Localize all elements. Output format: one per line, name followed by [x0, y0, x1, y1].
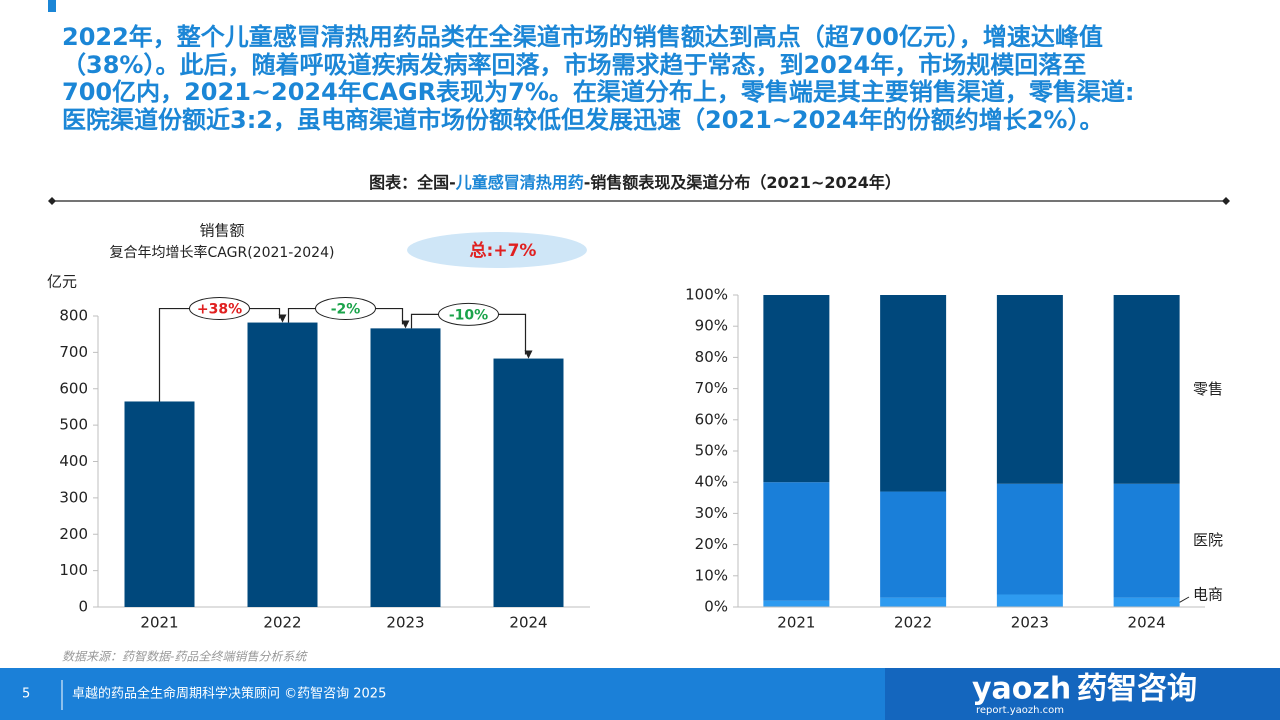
y-tick-label: 800	[59, 307, 88, 325]
x-tick-label: 2022	[894, 614, 932, 632]
bar-segment	[763, 600, 830, 607]
header-line: （38%）。此后，随着呼吸道疾病发病率回落，市场需求趋于常态，到2024年，市场…	[62, 51, 1086, 79]
x-tick-label: 2024	[1128, 614, 1166, 632]
bar-segment	[996, 594, 1063, 607]
y-tick-label: 60%	[695, 410, 728, 428]
footer-logo-bg	[885, 668, 1280, 720]
x-tick-label: 2024	[509, 614, 547, 632]
annotation: 销售额	[199, 222, 244, 240]
y-tick-label: 100	[59, 561, 88, 579]
y-tick-label: 40%	[695, 473, 728, 491]
y-tick-label: 0	[78, 598, 88, 616]
bar-segment	[763, 482, 830, 601]
y-tick-label: 10%	[695, 566, 728, 584]
x-tick-label: 2023	[1011, 614, 1049, 632]
growth-label: -10%	[449, 307, 488, 323]
growth-badge	[189, 297, 250, 321]
bar	[247, 322, 318, 607]
brand-url: report.yaozh.com	[976, 705, 1064, 716]
bar	[493, 358, 564, 607]
growth-badge	[315, 297, 376, 321]
growth-badge	[438, 302, 499, 326]
annotation: 复合年均增长率CAGR(2021-2024)	[110, 244, 335, 261]
bar-segment	[763, 295, 830, 483]
y-tick-label: 600	[59, 379, 88, 397]
y-tick-label: 50%	[695, 442, 728, 460]
heading-part: -销售额表现及渠道分布（2021~2024年）	[584, 173, 901, 192]
growth-label: -2%	[331, 302, 361, 318]
y-tick-label: 700	[59, 343, 88, 361]
bar-segment	[880, 597, 947, 607]
legend-label: 电商	[1193, 586, 1223, 604]
y-tick-label: 20%	[695, 535, 728, 553]
y-tick-label: 30%	[695, 504, 728, 522]
heading-part: 图表：全国-	[369, 173, 456, 192]
page-number: 5	[22, 687, 30, 702]
bar-segment	[996, 295, 1063, 484]
x-tick-label: 2023	[386, 614, 424, 632]
bar-segment	[880, 295, 947, 492]
growth-label: +38%	[197, 302, 242, 318]
header-line: 700亿内，2021~2024年CAGR表现为7%。在渠道分布上，零售端是其主要…	[62, 78, 1135, 106]
source: 数据来源：药智数据-药品全终端销售分析系统	[62, 650, 308, 664]
bar-segment	[1113, 597, 1180, 607]
legend-label: 医院	[1193, 531, 1223, 549]
bar-segment	[1113, 295, 1180, 484]
corner-mark	[48, 0, 56, 12]
y-tick-label: 70%	[695, 379, 728, 397]
footer-text: 卓越的药品全生命周期科学决策顾问 ©药智咨询 2025	[72, 686, 386, 702]
cagr-badge	[407, 232, 587, 268]
y-tick-label: 300	[59, 488, 88, 506]
y-tick-label: 90%	[695, 317, 728, 335]
x-tick-label: 2021	[777, 614, 815, 632]
legend-label: 零售	[1193, 380, 1223, 398]
y-tick-label: 80%	[695, 348, 728, 366]
y-tick-label: 500	[59, 416, 88, 434]
brand: yaozh	[972, 672, 1071, 707]
bar-segment	[996, 483, 1063, 595]
brand-cn: 药智咨询	[1077, 672, 1197, 707]
header-line: 医院渠道份额近3:2，虽电商渠道市场份额较低但发展迅速（2021~2024年的份…	[62, 106, 1103, 134]
legend-leader	[1179, 596, 1190, 603]
y-axis-label: 亿元	[47, 273, 77, 291]
y-tick-label: 100%	[685, 286, 728, 304]
y-tick-label: 200	[59, 525, 88, 543]
chart-heading: 图表：全国-儿童感冒清热用药-销售额表现及渠道分布（2021~2024年）	[369, 173, 901, 192]
cagr-label: 总:+7%	[470, 240, 537, 261]
y-tick-label: 0%	[704, 598, 728, 616]
heading-part: 儿童感冒清热用药	[455, 173, 584, 192]
bar	[370, 328, 441, 607]
x-tick-label: 2022	[263, 614, 301, 632]
bar-segment	[1113, 483, 1180, 598]
bar-segment	[880, 491, 947, 598]
bar	[124, 401, 195, 607]
header-line: 2022年，整个儿童感冒清热用药品类在全渠道市场的销售额达到高点（超700亿元）…	[62, 23, 1103, 51]
y-tick-label: 400	[59, 452, 88, 470]
x-tick-label: 2021	[140, 614, 178, 632]
